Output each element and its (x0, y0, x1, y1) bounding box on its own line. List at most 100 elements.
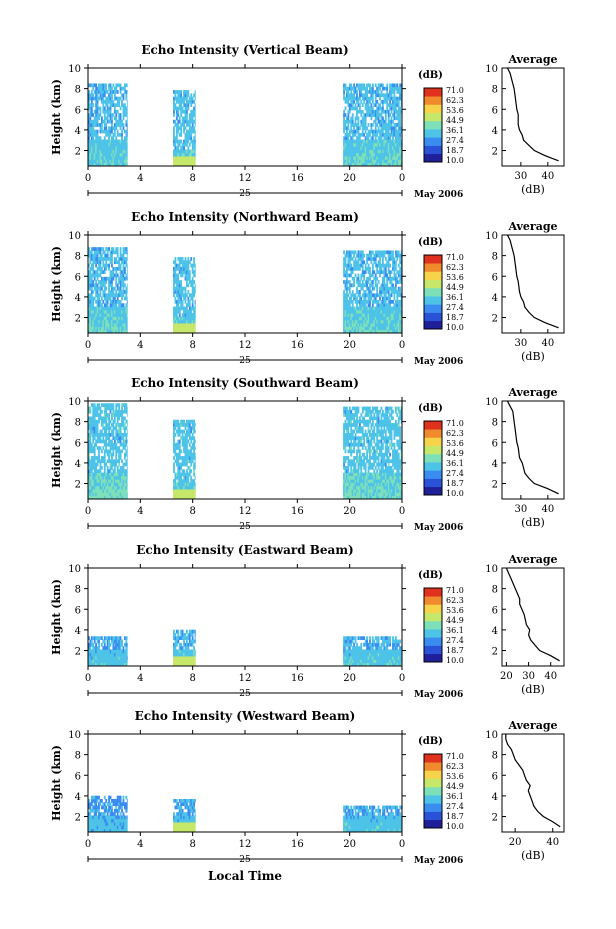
heatmap-cell (386, 306, 389, 311)
heatmap-cell (174, 316, 177, 321)
heatmap-cell (348, 106, 351, 111)
heatmap-cell (116, 123, 119, 127)
heatmap-cell (370, 472, 373, 477)
heatmap-cell (92, 280, 95, 284)
y-tick-label: 10 (68, 231, 81, 242)
heatmap-cell (108, 136, 110, 140)
heatmap-cell (379, 316, 381, 321)
heatmap-cell (358, 459, 361, 464)
heatmap-cell (194, 475, 196, 480)
heatmap-cell (88, 99, 90, 104)
heatmap-cell (363, 423, 366, 427)
colorbar-tick-label: 71.0 (446, 86, 464, 95)
heatmap-cell (102, 129, 105, 134)
heatmap-cell (399, 329, 402, 334)
heatmap-cell (108, 293, 110, 298)
heatmap-cell (366, 266, 368, 271)
heatmap-cell (93, 406, 96, 411)
heatmap-cell (343, 86, 345, 91)
heatmap-cell (174, 263, 177, 268)
heatmap-cell (96, 273, 99, 278)
heatmap-cell (100, 316, 103, 321)
heatmap-cell (370, 139, 373, 144)
heatmap-cell (389, 93, 392, 98)
heatmap-cell (379, 142, 381, 147)
heatmap-cell (357, 280, 360, 284)
heatmap-cell (387, 303, 390, 307)
heatmap-cell (184, 423, 187, 427)
heatmap-cell (360, 299, 363, 304)
heatmap-cell (178, 149, 181, 154)
heatmap-cell (369, 90, 371, 94)
heatmap-cell (392, 132, 394, 137)
heatmap-cell (100, 495, 103, 500)
heatmap-cell (364, 263, 367, 268)
heatmap-cell (118, 152, 121, 157)
heatmap-cell (113, 446, 116, 450)
heatmap-cell (351, 129, 354, 134)
heatmap-cell (116, 465, 119, 470)
heatmap-cell (119, 326, 122, 331)
average-x-label: (dB) (521, 183, 545, 196)
heatmap-cell (181, 479, 184, 483)
heatmap-cell (396, 326, 399, 331)
heatmap-cell (95, 99, 98, 104)
heatmap-cell (353, 263, 356, 268)
heatmap-cell (187, 423, 190, 427)
heatmap-cell (366, 413, 368, 417)
heatmap-cell (393, 273, 396, 278)
heatmap-cell (399, 290, 402, 294)
heatmap-cell (93, 459, 96, 464)
heatmap-cell (109, 462, 112, 467)
heatmap-cell (364, 139, 367, 144)
heatmap-cell (370, 93, 373, 98)
heatmap-cell (370, 136, 373, 140)
heatmap-cell (99, 83, 102, 88)
heatmap-cell (347, 136, 350, 140)
heatmap-cell (353, 489, 356, 493)
heatmap-cell (194, 465, 196, 470)
heatmap-cell (118, 116, 121, 121)
heatmap-cell (394, 139, 397, 144)
heatmap-cell (193, 270, 196, 274)
heatmap-cell (173, 109, 175, 114)
heatmap-cell (387, 260, 390, 265)
heatmap-cell (392, 119, 394, 124)
heatmap-cell (121, 329, 123, 334)
heatmap-cell (126, 313, 128, 317)
heatmap-cell (181, 492, 184, 497)
heatmap-cell (380, 309, 383, 314)
heatmap-cell (105, 309, 108, 314)
heatmap-cell (343, 93, 345, 98)
heatmap-cell (369, 83, 371, 88)
heatmap-cell (115, 303, 118, 307)
heatmap-cell (126, 290, 128, 294)
heatmap-cell (184, 319, 187, 324)
heatmap-cell (353, 99, 356, 104)
heatmap-cell (383, 86, 386, 91)
heatmap-cell (367, 306, 370, 311)
heatmap-cell (180, 273, 183, 278)
heatmap-cell (108, 290, 110, 294)
heatmap-cell (118, 159, 121, 164)
heatmap-cell (396, 90, 399, 94)
heatmap-cell (361, 83, 364, 88)
heatmap-cell (177, 472, 180, 477)
heatmap-cell (346, 329, 348, 334)
heatmap-cell (93, 162, 96, 167)
average-y-tick-label: 4 (492, 126, 498, 137)
heatmap-cell (181, 436, 184, 440)
heatmap-cell (348, 316, 351, 321)
heatmap-cell (99, 90, 102, 94)
heatmap-cell (190, 495, 193, 500)
heatmap-cell (177, 96, 180, 101)
heatmap-cell (393, 146, 396, 150)
heatmap-cell (193, 319, 196, 324)
heatmap-cell (383, 323, 386, 327)
heatmap-cell (374, 293, 377, 298)
heatmap-cell (115, 123, 118, 127)
heatmap-cell (90, 276, 93, 281)
heatmap-cell (126, 329, 128, 334)
heatmap-cell (353, 439, 356, 444)
heatmap-cell (89, 436, 92, 440)
